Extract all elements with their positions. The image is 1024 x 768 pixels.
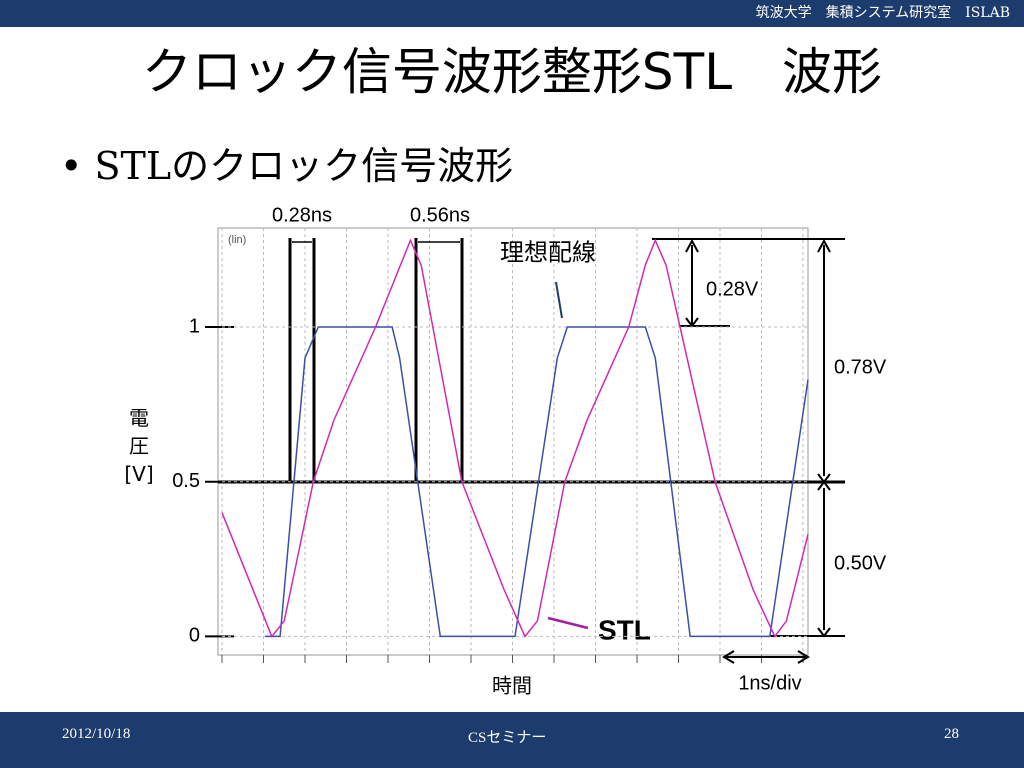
footer-bar: 2012/10/18 CSセミナー 28 [0,712,1024,768]
measure-lines [218,238,845,658]
bullet: • STLのクロック信号波形 [60,144,514,188]
header-text: 筑波大学 集積システム研究室 ISLAB [755,5,1010,21]
annotation: 0.78V [834,356,887,378]
page-number: 28 [944,726,959,742]
series-label: 理想配線 [500,239,596,266]
series-line [265,326,809,638]
series-label: STL [598,614,651,645]
footer-date: 2012/10/18 [62,726,131,742]
footer-center: CSセミナー [468,730,547,746]
y-tick-label: 1 [189,315,200,337]
annotation: 0.28ns [272,204,332,226]
annotation: 0.28V [706,278,759,300]
y-tick-label: 0 [189,625,200,647]
pointer-ideal [555,281,563,319]
chart: (lin) 0.28ns 0.56ns 理想配線 0.28V 0.78V 0.5… [172,204,887,697]
arrow-heads [685,238,831,664]
header-bar: 筑波大学 集積システム研究室 ISLAB [0,0,1024,27]
y-axis-label: 電圧[V] [124,406,154,486]
slide-title: クロック信号波形整形STL 波形 [141,43,883,101]
vertical-grid [221,228,804,663]
annotation: 0.50V [834,552,887,574]
y-tick-label: 0.5 [172,470,200,492]
scale-label: (lin) [228,234,246,246]
annotation: 1ns/div [738,672,801,694]
x-axis-label: 時間 [492,674,532,697]
series-line [221,238,809,638]
annotation: 0.56ns [410,204,470,226]
pointer-stl [547,616,589,630]
bullet-text: STLのクロック信号波形 [94,144,514,188]
